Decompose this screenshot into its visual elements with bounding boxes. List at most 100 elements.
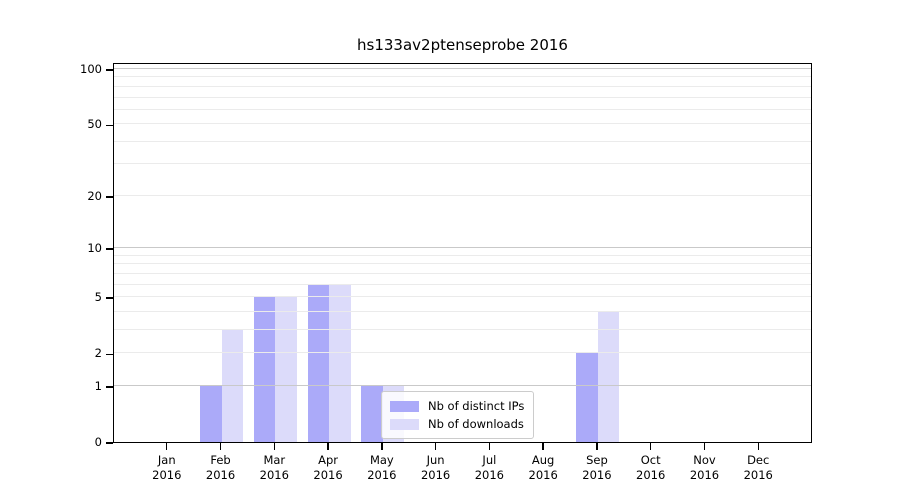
legend: Nb of distinct IPs Nb of downloads [381,391,535,439]
gridline-y-7 [114,272,811,274]
x-tick-year: 2016 [474,467,505,482]
legend-swatch-downloads [390,418,419,430]
x-tick-year: 2016 [689,467,720,482]
x-tick-month: Apr [318,453,339,467]
x-tick-mark-nov [703,443,706,450]
bar-downloads-mar [275,297,297,442]
y-tick-mark-20 [106,196,113,198]
gridline-y-6 [114,283,811,285]
x-tick-mark-dec [757,443,759,450]
x-tick-month: Sep [586,453,608,467]
x-tick-month: May [369,453,394,467]
gridline-y-2 [114,352,811,354]
x-tick-label-dec: Dec 2016 [731,453,785,482]
x-tick-mark-sep [596,443,598,450]
y-tick-mark-2 [106,353,113,355]
gridline-y-80 [114,85,811,87]
gridline-y-3 [114,328,811,330]
y-tick-label-50: 50 [87,117,102,132]
x-tick-label-nov: Nov 2016 [677,453,731,482]
gridline-y-5 [114,296,811,298]
x-tick-mark-may [381,443,383,450]
gridline-y-60 [114,108,811,110]
bar-ips-may [361,385,383,442]
x-tick-label-sep: Sep 2016 [570,453,624,482]
bar-downloads-sep [597,311,620,442]
x-tick-mark-aug [542,443,544,450]
gridline-y-100 [114,68,811,69]
x-tick-mark-jun [434,443,437,450]
gridline-y-1 [114,384,811,386]
gridline-y-9 [114,254,811,256]
y-tick-mark-1 [106,386,113,388]
x-tick-year: 2016 [313,467,343,482]
gridline-y-20 [114,194,811,196]
x-tick-label-aug: Aug 2016 [516,453,570,482]
y-tick-mark-50 [106,124,113,126]
x-tick-label-oct: Oct 2016 [624,453,678,482]
x-tick-month: Oct [640,453,661,467]
y-tick-label-20: 20 [87,188,102,203]
legend-row-ips: Nb of distinct IPs [390,397,524,415]
x-tick-year: 2016 [259,467,289,482]
y-tick-mark-0 [106,442,113,444]
y-tick-label-2: 2 [94,346,102,361]
x-tick-year: 2016 [528,467,558,482]
bar-downloads-feb [221,329,244,442]
y-tick-label-10: 10 [87,241,102,256]
x-tick-month: Mar [263,453,286,467]
gridline-y-70 [114,96,811,98]
x-tick-mark-oct [649,443,652,450]
x-tick-month: Dec [747,453,770,467]
y-tick-mark-100 [106,69,113,71]
legend-swatch-ips [390,400,419,412]
x-tick-mark-jan [166,443,168,450]
bar-ips-apr [307,284,330,442]
y-tick-mark-5 [106,297,113,299]
x-tick-year: 2016 [582,467,612,482]
x-tick-label-apr: Apr 2016 [301,453,355,482]
legend-label-downloads: Nb of downloads [428,417,524,431]
gridline-y-90 [114,76,811,78]
y-tick-label-100: 100 [80,62,102,76]
x-tick-month: Feb [210,453,231,467]
x-tick-year: 2016 [743,467,773,482]
x-tick-year: 2016 [152,467,182,482]
gridline-y-40 [114,140,811,142]
y-tick-label-0: 0 [94,435,102,449]
y-tick-mark-10 [106,248,113,250]
x-tick-label-jul: Jul 2016 [462,453,516,482]
x-tick-month: Jun [426,453,445,467]
gridline-y-8 [114,263,811,265]
x-tick-label-jan: Jan 2016 [140,453,194,482]
legend-row-downloads: Nb of downloads [390,415,524,433]
x-tick-month: Nov [693,453,716,467]
x-tick-label-mar: Mar 2016 [247,453,301,482]
x-tick-mark-mar [273,443,275,450]
x-tick-year: 2016 [636,467,666,482]
x-tick-label-may: May 2016 [355,453,409,482]
x-tick-month: Jul [482,453,497,467]
x-tick-label-feb: Feb 2016 [194,453,248,482]
gridline-y-50 [114,123,811,125]
x-tick-mark-apr [327,443,329,450]
gridline-y-30 [114,163,811,165]
bar-ips-sep [576,353,598,442]
x-tick-year: 2016 [205,467,236,482]
gridline-y-4 [114,310,811,312]
x-tick-mark-feb [219,443,222,450]
legend-label-ips: Nb of distinct IPs [428,399,525,413]
chart-title: hs133av2ptenseprobe 2016 [357,36,568,54]
bar-ips-mar [253,297,276,442]
y-tick-label-5: 5 [94,290,102,305]
x-tick-label-jun: Jun 2016 [409,453,463,482]
y-tick-label-1: 1 [94,378,102,393]
bar-downloads-apr [329,284,351,442]
x-tick-month: Jan [157,453,176,467]
x-tick-month: Aug [531,453,555,467]
x-tick-year: 2016 [420,467,451,482]
x-tick-mark-jul [488,443,491,450]
bar-ips-feb [200,385,222,442]
plot-area: Nb of distinct IPs Nb of downloads [113,63,812,443]
